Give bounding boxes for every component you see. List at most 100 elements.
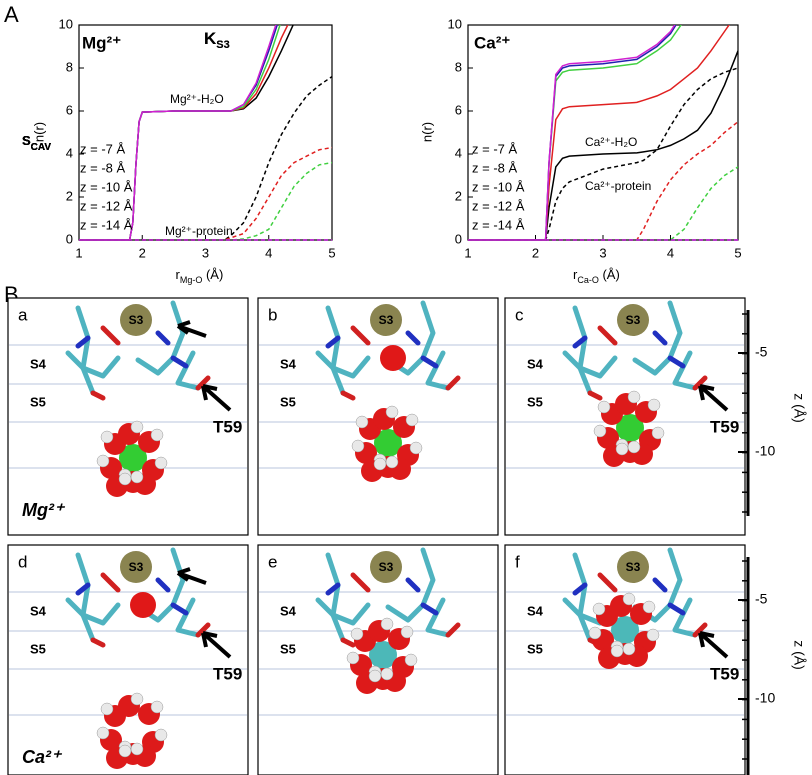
cavity-label-sub: CAV xyxy=(31,142,52,153)
chart-title: Mg²⁺ xyxy=(82,33,121,52)
ion-label: Ca²⁺ xyxy=(22,747,63,767)
bond xyxy=(325,335,341,349)
cavity-label: SCAV xyxy=(22,133,51,152)
annotation: Ca²⁺-H₂O xyxy=(585,135,637,149)
water-h xyxy=(350,627,364,641)
bond xyxy=(445,375,461,391)
y-axis-label: n(r) xyxy=(419,122,434,142)
bond xyxy=(170,602,189,616)
chart-title: Ca²⁺ xyxy=(474,33,510,52)
bond xyxy=(572,335,588,349)
water-line xyxy=(468,25,676,241)
bond xyxy=(340,637,356,648)
k-ion xyxy=(617,551,649,583)
bond xyxy=(90,637,106,648)
cavity-label-sub: CAV xyxy=(31,142,52,153)
cavity-label-sub: CAV xyxy=(31,142,52,153)
water-h xyxy=(351,439,365,453)
water-h xyxy=(355,415,369,429)
site-label: S3 xyxy=(379,313,394,327)
bond xyxy=(90,390,106,401)
water-h xyxy=(380,667,394,681)
k-ion xyxy=(120,304,152,336)
bond xyxy=(672,350,698,391)
site-label: S4 xyxy=(30,603,47,618)
water-h xyxy=(150,700,164,714)
panel: e S3 S4 S5 xyxy=(257,544,499,775)
cavity-label-main: S xyxy=(22,133,31,148)
cavity-label: SCAV xyxy=(22,133,51,152)
site-label: S4 xyxy=(527,603,544,618)
bond xyxy=(100,572,121,593)
water-h xyxy=(96,454,110,468)
y-tick-label: 10 xyxy=(448,16,462,31)
site-label: S3 xyxy=(129,560,144,574)
protein-line xyxy=(79,161,332,241)
legend-entry: z = -7 Å xyxy=(80,141,125,156)
x-axis-label: rMg-O (Å) xyxy=(176,267,224,285)
bond xyxy=(155,577,171,593)
water-o xyxy=(130,592,156,618)
legend-entry: z = -12 Å xyxy=(472,198,525,213)
k-ion xyxy=(617,304,649,336)
water-h xyxy=(651,426,665,440)
bond xyxy=(587,390,603,401)
bond xyxy=(597,572,618,593)
site-label: S5 xyxy=(527,641,543,656)
y-tick-label: 4 xyxy=(66,145,73,160)
legend-entry: z = -8 Å xyxy=(80,160,125,175)
bond xyxy=(425,597,451,638)
x-tick-label: 4 xyxy=(265,245,272,260)
cavity-label: SCAV xyxy=(22,133,51,152)
water-h xyxy=(130,692,144,706)
annotation: Ca²⁺-protein xyxy=(585,179,651,193)
bond xyxy=(65,597,96,643)
bond xyxy=(562,597,593,643)
x-axis-label-unit: (Å) xyxy=(202,267,223,282)
water-h xyxy=(150,428,164,442)
bond xyxy=(315,597,346,643)
water-h xyxy=(597,400,611,414)
x-tick-label: 2 xyxy=(139,245,146,260)
cavity-label-main: S xyxy=(22,133,31,148)
bond xyxy=(175,350,201,391)
water-h xyxy=(118,472,132,486)
bond xyxy=(195,622,211,638)
annotation: Mg²⁺-protein xyxy=(165,224,233,238)
legend-entry: z = -8 Å xyxy=(472,160,517,175)
bond xyxy=(597,325,618,346)
k-label: KS3 xyxy=(204,29,230,50)
water-line xyxy=(79,25,277,241)
z-tick-label: -10 xyxy=(755,690,775,706)
water-h xyxy=(588,626,602,640)
y-tick-label: 10 xyxy=(59,16,73,31)
water-h xyxy=(627,390,641,404)
legend-entry: z = -10 Å xyxy=(80,179,133,194)
bond xyxy=(195,375,211,391)
water-h xyxy=(154,728,168,742)
x-tick-label: 5 xyxy=(328,245,335,260)
k-label-main: K xyxy=(204,29,217,48)
legend-entry: z = -12 Å xyxy=(80,198,133,213)
panel: b S3 S4 S5 xyxy=(257,297,499,536)
bond xyxy=(350,572,371,593)
bond xyxy=(652,330,668,346)
site-label: S4 xyxy=(280,356,297,371)
bond xyxy=(405,330,421,346)
water-h xyxy=(400,625,414,639)
bond xyxy=(170,355,189,369)
site-label: S5 xyxy=(527,394,543,409)
bond xyxy=(100,325,121,346)
water-h xyxy=(592,602,606,616)
water-h xyxy=(405,413,419,427)
k-ion xyxy=(120,551,152,583)
cavity-label-sub: CAV xyxy=(31,142,52,153)
water-h xyxy=(100,702,114,716)
water-h xyxy=(385,405,399,419)
panel: a S3 S4 S5 T59 Mg²⁺ xyxy=(7,297,249,536)
panel-frame xyxy=(7,544,249,775)
cavity-label-main: S xyxy=(22,133,31,148)
t59-label: T59 xyxy=(710,417,739,436)
bond xyxy=(572,582,588,596)
x-axis-label-sub: Ca-O xyxy=(577,275,599,285)
